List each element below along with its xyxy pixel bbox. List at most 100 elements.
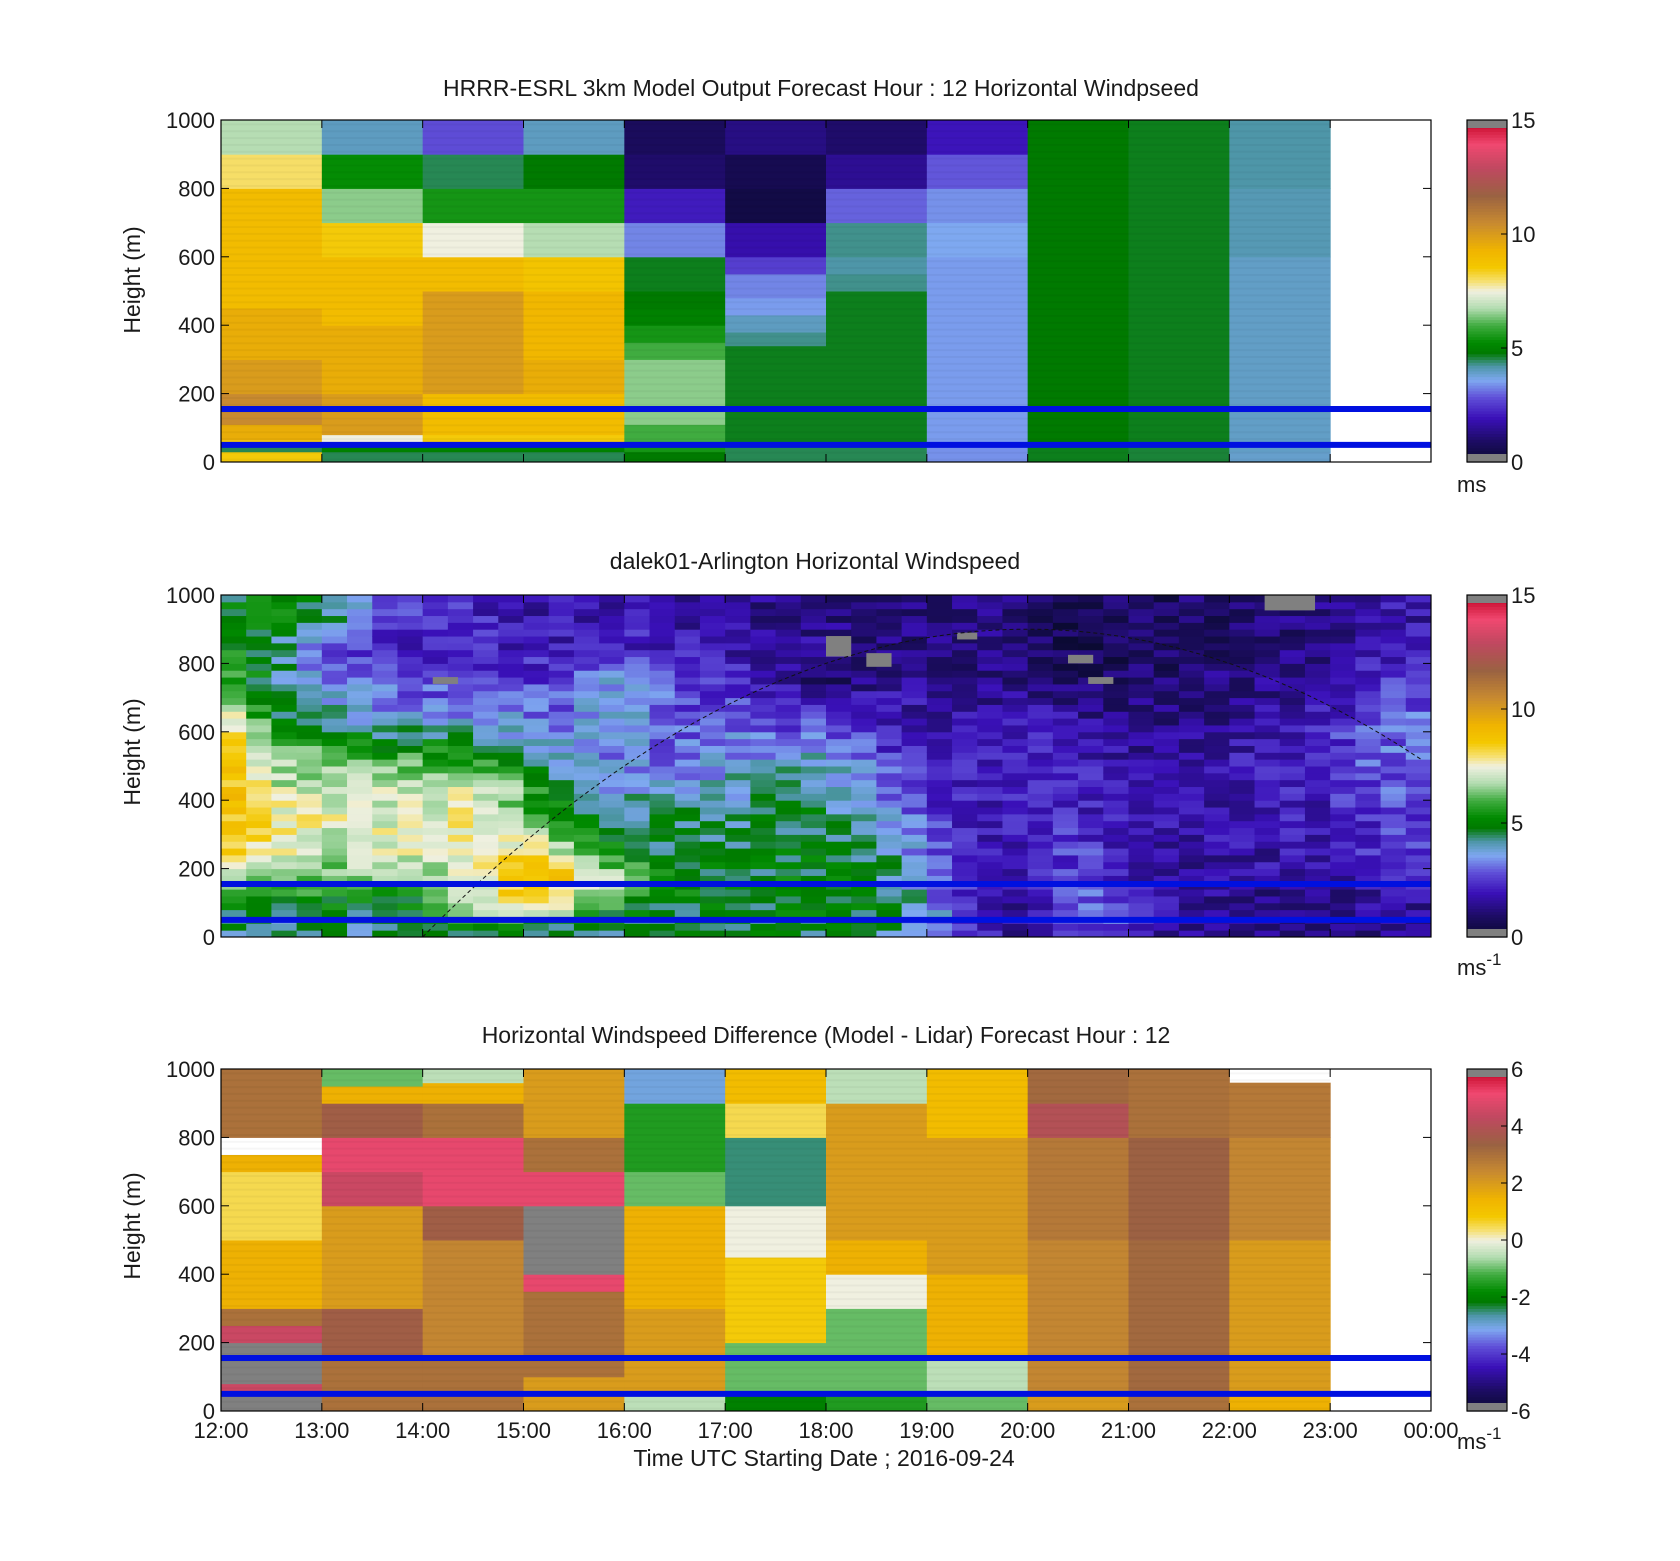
heatmap-stripe [322, 123, 423, 125]
heatmap-cell [296, 718, 323, 726]
colorbar-swatch [1467, 1339, 1507, 1344]
colorbar-swatch [1467, 271, 1507, 275]
heatmap-cell [473, 595, 499, 603]
heatmap-cell [1027, 834, 1054, 842]
heatmap-cell [321, 875, 348, 883]
heatmap-cell [1002, 813, 1029, 822]
heatmap-cell [372, 690, 398, 699]
heatmap-cell [750, 663, 777, 671]
heatmap-cell [876, 718, 903, 726]
heatmap-stripe [322, 1332, 423, 1334]
colorbar-swatch [1467, 1126, 1507, 1130]
heatmap-stripe [1229, 1161, 1330, 1163]
heatmap-cell [1103, 649, 1129, 658]
heatmap-cell [775, 711, 802, 719]
heatmap-cell [1027, 629, 1054, 637]
heatmap-cell [1103, 690, 1129, 699]
heatmap-cell [1330, 608, 1356, 617]
heatmap-cell [1078, 813, 1104, 822]
heatmap-cell [851, 923, 877, 931]
heatmap-stripe [826, 1168, 927, 1170]
heatmap-cell [699, 875, 726, 883]
heatmap-stripe [524, 1196, 625, 1198]
heatmap-cell [1229, 930, 1256, 938]
heatmap-stripe [1129, 459, 1230, 461]
heatmap-cell [649, 704, 676, 712]
heatmap-cell [473, 670, 499, 678]
heatmap-cell [699, 889, 726, 897]
heatmap-stripe [524, 1127, 625, 1129]
heatmap-stripe [322, 1346, 423, 1348]
heatmap-stripe [423, 1291, 524, 1293]
heatmap-stripe [624, 1367, 725, 1369]
heatmap-cell [851, 841, 877, 849]
heatmap-cell [573, 656, 600, 664]
heatmap-cell [1279, 868, 1306, 876]
heatmap-cell [649, 807, 676, 815]
heatmap-stripe [524, 185, 625, 187]
heatmap-cell [1380, 642, 1407, 651]
heatmap-cell [977, 683, 1003, 692]
heatmap-cell [1178, 800, 1205, 808]
heatmap-stripe [524, 301, 625, 303]
heatmap-cell [750, 793, 777, 801]
colorbar-swatch [1467, 1356, 1507, 1361]
heatmap-stripe [725, 308, 826, 310]
heatmap-cell [1204, 807, 1230, 815]
heatmap-cell [977, 745, 1003, 753]
heatmap-cell [397, 752, 424, 760]
heatmap-stripe [221, 1079, 322, 1081]
heatmap-cell [1204, 608, 1230, 617]
colorbar-swatch [1467, 1288, 1507, 1292]
heatmap-cell [952, 895, 978, 904]
heatmap-cell [624, 848, 651, 856]
heatmap-cell [1027, 779, 1054, 788]
heatmap-cell [1078, 800, 1104, 808]
heatmap-cell [221, 895, 247, 904]
heatmap-cell [1204, 697, 1230, 705]
heatmap-cell [649, 738, 676, 746]
heatmap-cell [1380, 786, 1407, 794]
heatmap-stripe [624, 206, 725, 208]
heatmap-stripe [1229, 1127, 1330, 1129]
heatmap-cell [725, 1257, 827, 1344]
heatmap-cell [977, 649, 1003, 658]
heatmap-cell [1229, 861, 1256, 870]
heatmap-cell [296, 930, 323, 938]
heatmap-cell [599, 670, 625, 678]
heatmap-cell [1027, 923, 1054, 931]
heatmap-stripe [1229, 370, 1330, 372]
heatmap-cell [599, 868, 625, 876]
heatmap-cell [599, 629, 625, 637]
heatmap-cell [826, 656, 852, 664]
heatmap-stripe [322, 383, 423, 385]
heatmap-cell [321, 444, 424, 453]
colorbar-swatch [1467, 646, 1507, 650]
heatmap-stripe [624, 335, 725, 337]
heatmap-cell [699, 745, 726, 753]
heatmap-stripe [423, 1196, 524, 1198]
heatmap-cell [851, 889, 877, 897]
heatmap-stripe [1028, 1243, 1129, 1245]
heatmap-cell [624, 595, 651, 603]
colorbar-swatch [1467, 1211, 1507, 1215]
heatmap-stripe [927, 424, 1028, 426]
heatmap-stripe [423, 452, 524, 454]
heatmap-cell [624, 930, 651, 938]
heatmap-cell [473, 766, 499, 774]
heatmap-cell [271, 766, 298, 774]
heatmap-cell [1304, 636, 1331, 644]
heatmap-stripe [423, 1079, 524, 1081]
heatmap-cell [674, 636, 701, 644]
colorbar-swatch [1467, 1220, 1507, 1224]
heatmap-stripe [927, 1250, 1028, 1252]
heatmap-cell [624, 256, 726, 292]
heatmap-cell [699, 854, 726, 863]
heatmap-stripe [1028, 1182, 1129, 1184]
heatmap-stripe [927, 1339, 1028, 1341]
heatmap-cell [800, 752, 827, 760]
y-tick-label: 600 [178, 720, 215, 745]
heatmap-cell [548, 677, 575, 685]
heatmap-cell [1052, 889, 1079, 897]
heatmap-cell [1204, 718, 1230, 726]
